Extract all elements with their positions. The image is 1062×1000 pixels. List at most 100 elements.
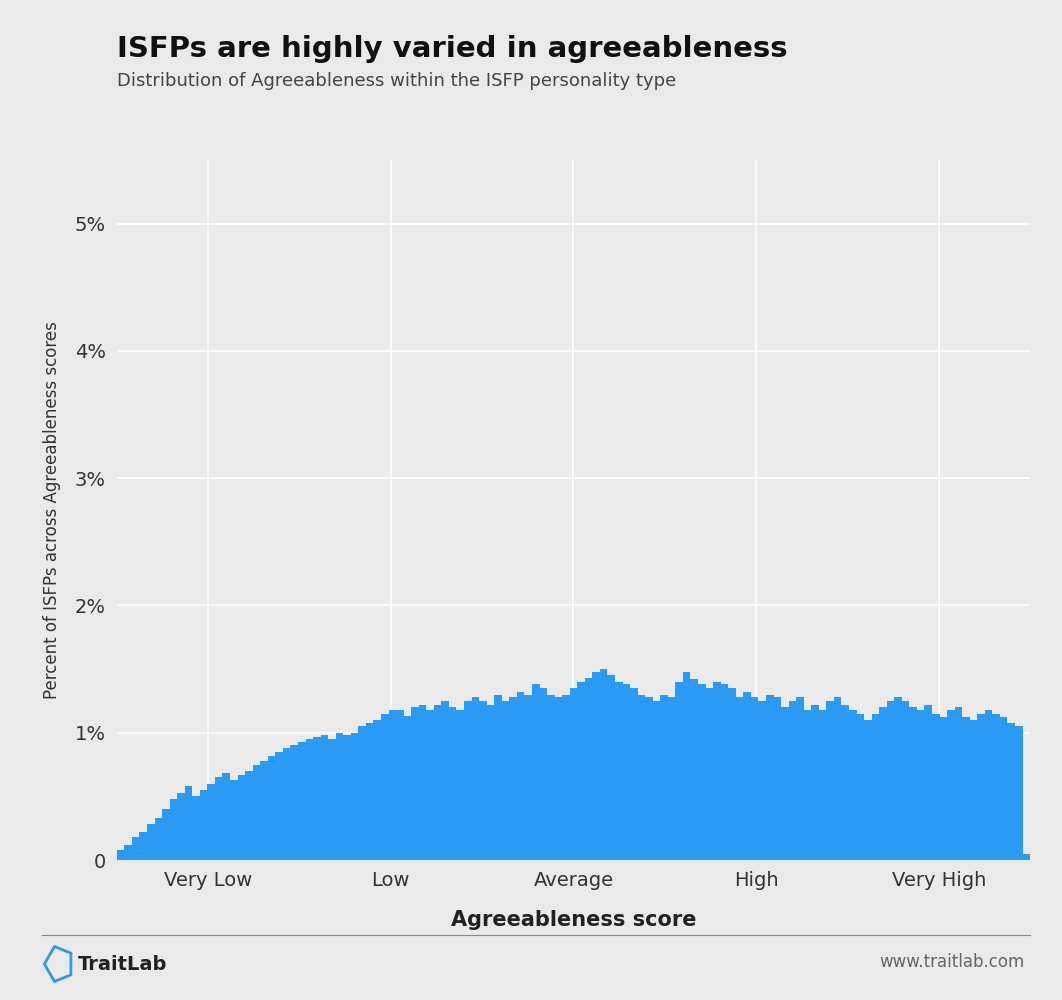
Bar (668, 697, 675, 860)
Bar (381, 714, 389, 860)
Bar (449, 707, 457, 860)
Bar (147, 824, 155, 860)
Bar (804, 710, 811, 860)
Bar (517, 692, 525, 860)
Bar (260, 761, 268, 860)
Bar (1015, 726, 1023, 860)
Bar (819, 710, 826, 860)
Bar (192, 796, 200, 860)
Bar (472, 697, 479, 860)
Bar (253, 765, 260, 860)
Bar (879, 707, 887, 860)
Bar (637, 695, 646, 860)
Bar (585, 678, 593, 860)
Text: Distribution of Agreeableness within the ISFP personality type: Distribution of Agreeableness within the… (117, 72, 676, 90)
Bar (796, 697, 804, 860)
Bar (200, 790, 207, 860)
X-axis label: Agreeableness score: Agreeableness score (450, 910, 697, 930)
Bar (857, 714, 864, 860)
Bar (501, 701, 510, 860)
Bar (872, 714, 879, 860)
Bar (690, 679, 698, 860)
Bar (494, 695, 501, 860)
Bar (185, 786, 192, 860)
Bar (117, 850, 124, 860)
Bar (479, 701, 486, 860)
Bar (615, 682, 622, 860)
Bar (366, 723, 374, 860)
Bar (729, 688, 736, 860)
Bar (789, 701, 796, 860)
Bar (562, 695, 569, 860)
Bar (834, 697, 841, 860)
Bar (630, 688, 637, 860)
Bar (306, 739, 313, 860)
Bar (569, 688, 578, 860)
Bar (909, 707, 917, 860)
Bar (215, 777, 223, 860)
Bar (321, 735, 328, 860)
Bar (962, 717, 970, 860)
Bar (223, 773, 230, 860)
Bar (607, 675, 615, 860)
Bar (766, 695, 773, 860)
Bar (773, 697, 781, 860)
Bar (864, 720, 872, 860)
Bar (238, 775, 245, 860)
Bar (124, 845, 132, 860)
Bar (554, 697, 562, 860)
Bar (350, 733, 358, 860)
Bar (162, 809, 170, 860)
Bar (336, 733, 343, 860)
Bar (510, 697, 517, 860)
Bar (698, 684, 705, 860)
Bar (902, 701, 909, 860)
Bar (457, 710, 464, 860)
Bar (313, 737, 321, 860)
Bar (887, 701, 894, 860)
Bar (593, 672, 600, 860)
Bar (940, 717, 947, 860)
Bar (132, 837, 139, 860)
Bar (826, 701, 834, 860)
Text: www.traitlab.com: www.traitlab.com (879, 953, 1025, 971)
Bar (411, 707, 418, 860)
Bar (992, 714, 1000, 860)
Bar (841, 705, 849, 860)
Bar (653, 701, 661, 860)
Bar (442, 701, 449, 860)
Bar (358, 726, 366, 860)
Bar (984, 710, 992, 860)
Bar (525, 695, 532, 860)
Bar (924, 705, 932, 860)
Bar (743, 692, 751, 860)
Bar (917, 710, 924, 860)
Bar (622, 684, 630, 860)
Bar (343, 735, 350, 860)
Bar (290, 745, 298, 860)
Bar (578, 682, 585, 860)
Bar (396, 710, 404, 860)
Bar (947, 710, 955, 860)
Bar (683, 672, 690, 860)
Text: TraitLab: TraitLab (79, 954, 168, 974)
Bar (230, 780, 238, 860)
Bar (705, 688, 713, 860)
Bar (751, 697, 758, 860)
Text: ISFPs are highly varied in agreeableness: ISFPs are highly varied in agreeableness (117, 35, 787, 63)
Bar (170, 799, 177, 860)
Bar (977, 714, 984, 860)
Bar (547, 695, 554, 860)
Bar (675, 682, 683, 860)
Bar (389, 710, 396, 860)
Y-axis label: Percent of ISFPs across Agreeableness scores: Percent of ISFPs across Agreeableness sc… (42, 321, 61, 699)
Bar (1008, 723, 1015, 860)
Bar (418, 705, 426, 860)
Bar (894, 697, 902, 860)
Bar (177, 793, 185, 860)
Bar (282, 748, 290, 860)
Bar (736, 697, 743, 860)
Bar (758, 701, 766, 860)
Bar (328, 739, 336, 860)
Bar (646, 697, 653, 860)
